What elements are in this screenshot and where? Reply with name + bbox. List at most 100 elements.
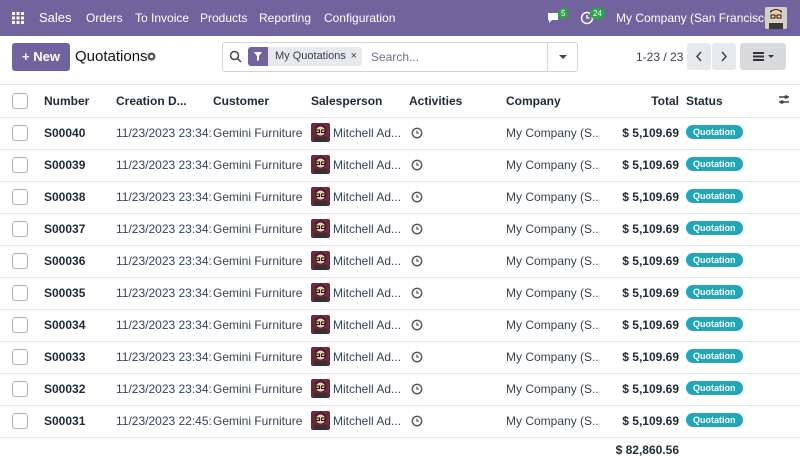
row-checkbox[interactable] <box>12 125 28 141</box>
activity-icon[interactable] <box>411 287 423 302</box>
customer: Gemini Furniture <box>213 254 303 268</box>
total: $ 5,109.69 <box>622 350 679 364</box>
menu-item[interactable]: Products <box>200 11 248 25</box>
column-header[interactable]: Activities <box>409 94 463 108</box>
table-row[interactable] <box>0 213 800 246</box>
new-button-text: New <box>33 49 60 64</box>
salesperson: Mitchell Ad... <box>333 190 402 204</box>
company: My Company (S... <box>506 414 600 428</box>
menu-item[interactable]: Reporting <box>259 11 312 25</box>
column-header[interactable]: Company <box>506 94 561 108</box>
status-badge: Quotation <box>686 349 743 363</box>
facet-remove[interactable]: × <box>350 50 357 62</box>
order-number: S00031 <box>44 414 86 428</box>
row-checkbox[interactable] <box>12 189 28 205</box>
table-row[interactable] <box>0 181 800 214</box>
pager-next[interactable] <box>712 43 736 70</box>
row-checkbox[interactable] <box>12 157 28 173</box>
settings-gear[interactable] <box>146 51 157 62</box>
table-row[interactable] <box>0 405 800 438</box>
salesperson: Mitchell Ad... <box>333 350 402 364</box>
salesperson: Mitchell Ad... <box>333 318 402 332</box>
total: $ 5,109.69 <box>622 414 679 428</box>
facet-label: My Quotations <box>275 50 346 62</box>
total: $ 5,109.69 <box>622 190 679 204</box>
status-badge: Quotation <box>686 221 743 235</box>
table-row[interactable] <box>0 277 800 310</box>
company-switcher[interactable]: My Company (San Francisco) <box>616 11 775 25</box>
company: My Company (S... <box>506 286 600 300</box>
new-button[interactable]: + New <box>12 43 70 71</box>
activity-icon[interactable] <box>411 223 423 238</box>
menu-item[interactable]: To Invoice <box>135 11 190 25</box>
app-name[interactable]: Sales <box>39 10 72 25</box>
status-badge: Quotation <box>686 317 743 331</box>
customer: Gemini Furniture <box>213 350 303 364</box>
row-checkbox[interactable] <box>12 221 28 237</box>
breadcrumb: Quotations <box>75 48 148 65</box>
row-checkbox[interactable] <box>12 349 28 365</box>
activity-icon[interactable] <box>411 319 423 334</box>
activity-icon[interactable] <box>411 415 423 430</box>
optional-columns-toggle[interactable] <box>778 94 790 109</box>
column-header[interactable]: Creation D... <box>116 94 187 108</box>
status-badge: Quotation <box>686 157 743 171</box>
creation-date: 11/23/2023 22:45:4 <box>116 414 211 428</box>
order-number: S00035 <box>44 286 86 300</box>
company: My Company (S... <box>506 222 600 236</box>
creation-date: 11/23/2023 23:34:0 <box>116 286 211 300</box>
activity-icon[interactable] <box>411 383 423 398</box>
table-row[interactable] <box>0 341 800 374</box>
row-checkbox[interactable] <box>12 253 28 269</box>
table-row[interactable] <box>0 149 800 182</box>
apps-icon[interactable] <box>12 12 24 24</box>
salesperson-avatar <box>311 251 330 273</box>
search-input[interactable]: Search... <box>371 50 420 64</box>
messages-icon[interactable] <box>546 11 562 25</box>
row-checkbox[interactable] <box>12 413 28 429</box>
salesperson: Mitchell Ad... <box>333 158 402 172</box>
activities-badge: 24 <box>590 8 605 19</box>
table-row[interactable] <box>0 117 800 150</box>
menu-item[interactable]: Orders <box>86 11 123 25</box>
activity-icon[interactable] <box>411 159 423 174</box>
total: $ 5,109.69 <box>622 254 679 268</box>
order-number: S00032 <box>44 382 86 396</box>
column-header[interactable]: Customer <box>213 94 270 108</box>
company: My Company (S... <box>506 158 600 172</box>
activity-icon[interactable] <box>411 191 423 206</box>
salesperson-avatar <box>311 411 330 433</box>
table-footer <box>0 437 800 465</box>
row-checkbox[interactable] <box>12 317 28 333</box>
salesperson-avatar <box>311 155 330 177</box>
menu-item[interactable]: Configuration <box>324 11 396 25</box>
column-header[interactable]: Status <box>686 94 723 108</box>
table-row[interactable] <box>0 245 800 278</box>
salesperson-avatar <box>311 123 330 145</box>
company: My Company (S... <box>506 382 600 396</box>
activity-icon[interactable] <box>411 127 423 142</box>
view-switcher[interactable] <box>740 43 786 70</box>
table-row[interactable] <box>0 373 800 406</box>
salesperson: Mitchell Ad... <box>333 254 402 268</box>
status-badge: Quotation <box>686 381 743 395</box>
salesperson: Mitchell Ad... <box>333 286 402 300</box>
pager-prev[interactable] <box>687 43 711 70</box>
column-header[interactable]: Number <box>44 94 90 108</box>
header-checkbox[interactable] <box>12 93 28 109</box>
search-toggle[interactable] <box>547 42 578 72</box>
row-checkbox[interactable] <box>12 381 28 397</box>
company: My Company (S... <box>506 126 600 140</box>
column-header[interactable]: Salesperson <box>311 94 383 108</box>
user-avatar[interactable] <box>765 7 787 29</box>
column-header[interactable]: Total <box>651 94 679 108</box>
activity-icon[interactable] <box>411 351 423 366</box>
table-row[interactable] <box>0 309 800 342</box>
activity-icon[interactable] <box>411 255 423 270</box>
status-badge: Quotation <box>686 253 743 267</box>
status-badge: Quotation <box>686 189 743 203</box>
search-icon <box>229 50 242 63</box>
customer: Gemini Furniture <box>213 382 303 396</box>
row-checkbox[interactable] <box>12 285 28 301</box>
